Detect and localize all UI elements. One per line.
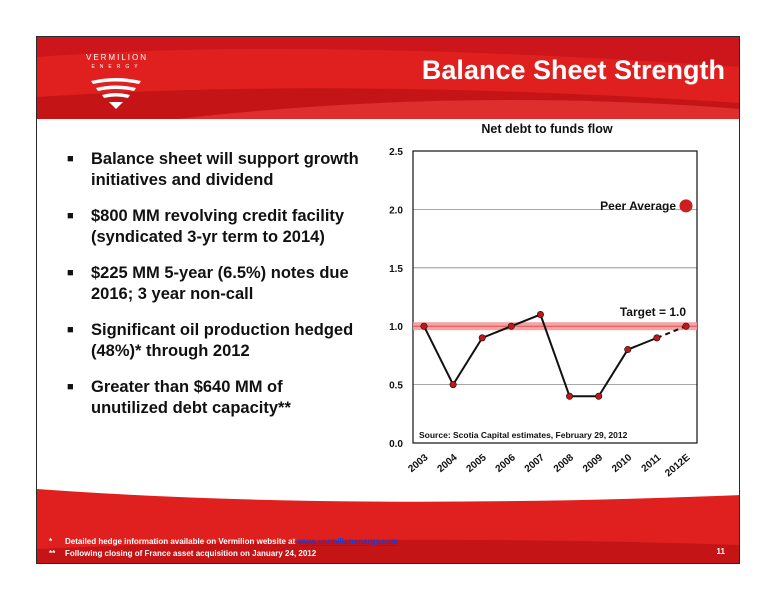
series-segment [539, 314, 571, 397]
data-point [478, 334, 486, 342]
logo-subtitle: ENERGY [91, 64, 143, 70]
data-point [682, 322, 690, 330]
data-point [449, 381, 457, 389]
slide: VERMILION ENERGY Balance Sheet Strength … [36, 36, 740, 564]
series-segment [627, 336, 658, 351]
series-segment [452, 337, 484, 386]
chart-title: Net debt to funds flow [481, 122, 613, 136]
footnote-hedge: * Detailed hedge information available on… [49, 537, 398, 546]
bullet-square-icon: ■ [67, 153, 74, 165]
x-tick-label: 2011 [640, 452, 664, 475]
net-debt-chart: Net debt to funds flow 0.0 0.5 1.0 1.5 2.0 2.… [389, 122, 698, 479]
y-tick-label: 0.5 [389, 381, 403, 392]
header-banner [37, 37, 739, 119]
bullet-square-icon: ■ [67, 324, 74, 336]
peer-average-label: Peer Average [600, 199, 676, 213]
series-segment [423, 325, 455, 386]
x-tick-label: 2012E [663, 452, 692, 479]
page-number: 11 [716, 547, 725, 556]
data-point [595, 392, 603, 400]
series-segment [510, 313, 541, 328]
bullet-square-icon: ■ [67, 210, 74, 222]
y-tick-label: 1.0 [389, 322, 403, 333]
footnote-mark: * [49, 537, 53, 546]
y-tick-label: 1.5 [389, 264, 403, 275]
x-tick-label: 2008 [552, 452, 576, 475]
bullet-item: ■ $800 MM revolving credit facility (synd… [63, 206, 363, 248]
target-label: Target = 1.0 [620, 305, 686, 319]
bullet-square-icon: ■ [67, 267, 74, 279]
data-point [566, 392, 574, 400]
data-point [653, 334, 661, 342]
bullet-item: ■ Significant oil production hedged (48%)… [63, 320, 363, 362]
data-point [536, 311, 544, 319]
bullet-item: ■ Balance sheet will support growth initi… [63, 149, 363, 191]
vermilion-website-link[interactable]: www.vermilionenergy.com [297, 537, 398, 546]
source-note: Source: Scotia Capital estimates, Februa… [419, 430, 628, 440]
footnote-acquisition: ** Following closing of France asset acqu… [49, 549, 316, 558]
x-tick-label: 2007 [523, 452, 547, 475]
series-segment [597, 349, 629, 397]
x-tick-label: 2004 [435, 452, 459, 475]
slide-title: Balance Sheet Strength [421, 55, 725, 85]
vermilion-logo: VERMILION ENERGY [71, 51, 161, 111]
bullet-text: $800 MM revolving credit facility (syndi… [91, 207, 345, 246]
bullet-item: ■ Greater than $640 MM of unutilized debt… [63, 377, 363, 419]
peer-average-marker [679, 199, 693, 213]
bullet-square-icon: ■ [67, 381, 74, 393]
x-tick-label: 2009 [581, 452, 605, 475]
bullet-text: Balance sheet will support growth initia… [91, 150, 359, 189]
bullet-text: Significant oil production hedged (48%)*… [91, 321, 354, 360]
data-point [624, 346, 632, 354]
bullet-list: ■ Balance sheet will support growth initi… [63, 149, 363, 434]
footer-banner [37, 489, 739, 563]
x-tick-label: 2005 [465, 452, 489, 475]
y-tick-label: 2.0 [389, 205, 403, 216]
logo-wordmark: VERMILION [85, 53, 148, 62]
x-tick-label: 2003 [406, 452, 430, 475]
logo-mark-icon [91, 78, 141, 109]
bullet-item: ■ $225 MM 5-year (6.5%) notes due 2016; 3… [63, 263, 363, 305]
x-tick-label: 2010 [610, 452, 634, 475]
data-point [420, 322, 428, 330]
bullet-text: Greater than $640 MM of unutilized debt … [91, 378, 291, 417]
bullet-text: $225 MM 5-year (6.5%) notes due 2016; 3 … [91, 264, 349, 303]
plot-area [412, 150, 698, 444]
y-tick-label: 0.0 [389, 439, 403, 450]
series-segment [481, 325, 512, 339]
x-tick-label: 2006 [494, 452, 518, 475]
footnote-text: Detailed hedge information available on … [65, 537, 296, 546]
y-tick-label: 2.5 [389, 147, 403, 158]
footnote-text: Following closing of France asset acquis… [65, 549, 317, 558]
data-point [507, 322, 515, 330]
footnote-mark: ** [49, 549, 56, 558]
